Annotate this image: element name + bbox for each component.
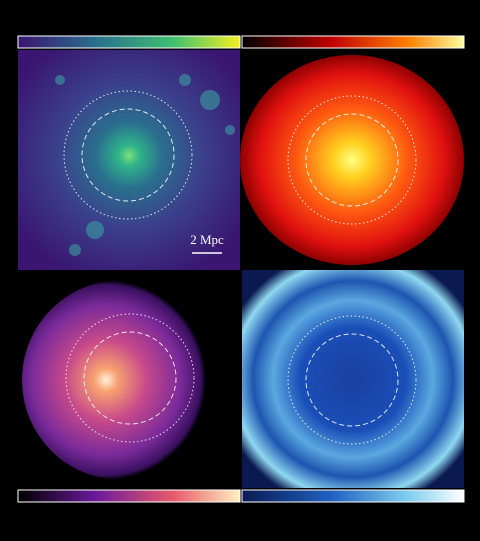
outer-circle <box>63 90 193 220</box>
inner-circle <box>83 331 177 425</box>
clump <box>225 125 235 135</box>
velocity-panel <box>242 270 464 488</box>
inner-circle <box>305 333 399 427</box>
inner-circle <box>305 113 399 207</box>
outer-circle <box>287 315 417 445</box>
dark-matter-panel <box>18 50 240 270</box>
temperature-panel <box>22 280 222 480</box>
outer-circle <box>65 313 195 443</box>
outer-circle <box>287 95 417 225</box>
gas-panel <box>240 55 464 265</box>
scale-bar-label: 2 Mpc <box>190 232 224 247</box>
clump <box>179 74 191 86</box>
radius-circles <box>63 90 417 445</box>
clump <box>55 75 65 85</box>
colorbar <box>17 489 241 503</box>
colorbar <box>241 489 465 503</box>
clump <box>86 221 104 239</box>
inner-circle <box>81 108 175 202</box>
colorbar <box>17 35 241 49</box>
clump <box>200 90 220 110</box>
substructure <box>55 74 235 256</box>
colorbar <box>241 35 465 49</box>
clump <box>69 244 81 256</box>
